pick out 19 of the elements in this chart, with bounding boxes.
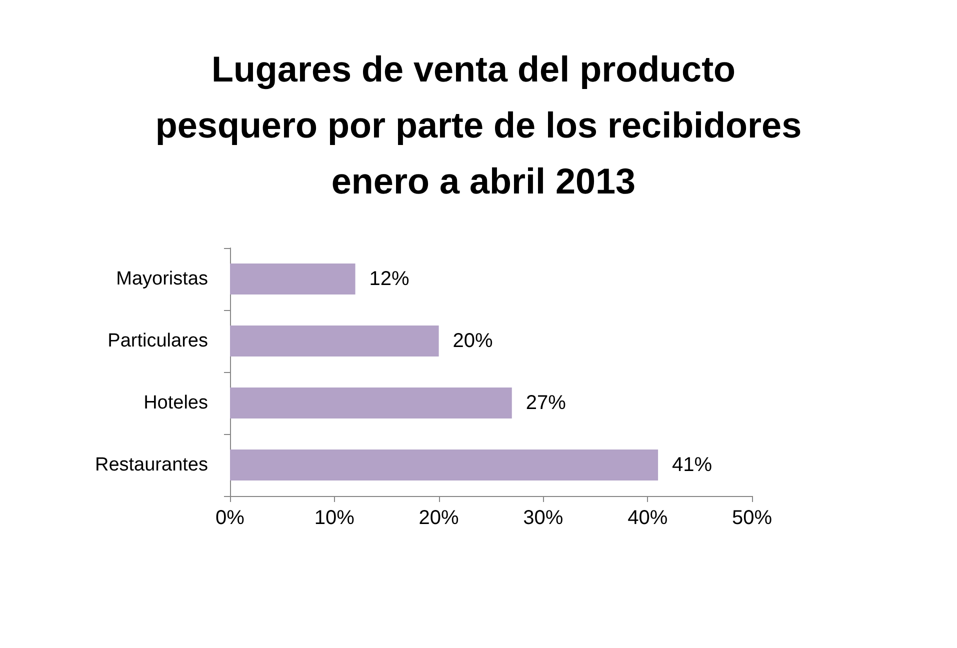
bar (230, 450, 658, 480)
data-label: 12% (369, 268, 410, 290)
y-tick-label: Mayoristas (116, 268, 208, 290)
y-tick-label: Particulares (108, 330, 208, 352)
x-tick-label: 10% (314, 507, 355, 529)
data-label: 41% (672, 454, 712, 476)
bar (230, 388, 512, 418)
x-tick-label: 20% (418, 507, 460, 529)
bar (230, 326, 439, 356)
x-tick-label: 40% (628, 507, 668, 529)
y-tick-label: Hoteles (144, 392, 208, 414)
data-label: 27% (526, 392, 566, 414)
x-tick-label: 30% (523, 507, 564, 529)
bar (230, 264, 356, 294)
x-tick-label: 0% (216, 507, 245, 529)
chart-title: Lugares de venta del producto pesquero por parte de los recibidores enero a abril 2013 (155, 48, 802, 202)
data-label: 20% (452, 330, 494, 352)
y-tick-label: Restaurantes (94, 454, 208, 476)
x-tick-label: 50% (732, 507, 772, 529)
